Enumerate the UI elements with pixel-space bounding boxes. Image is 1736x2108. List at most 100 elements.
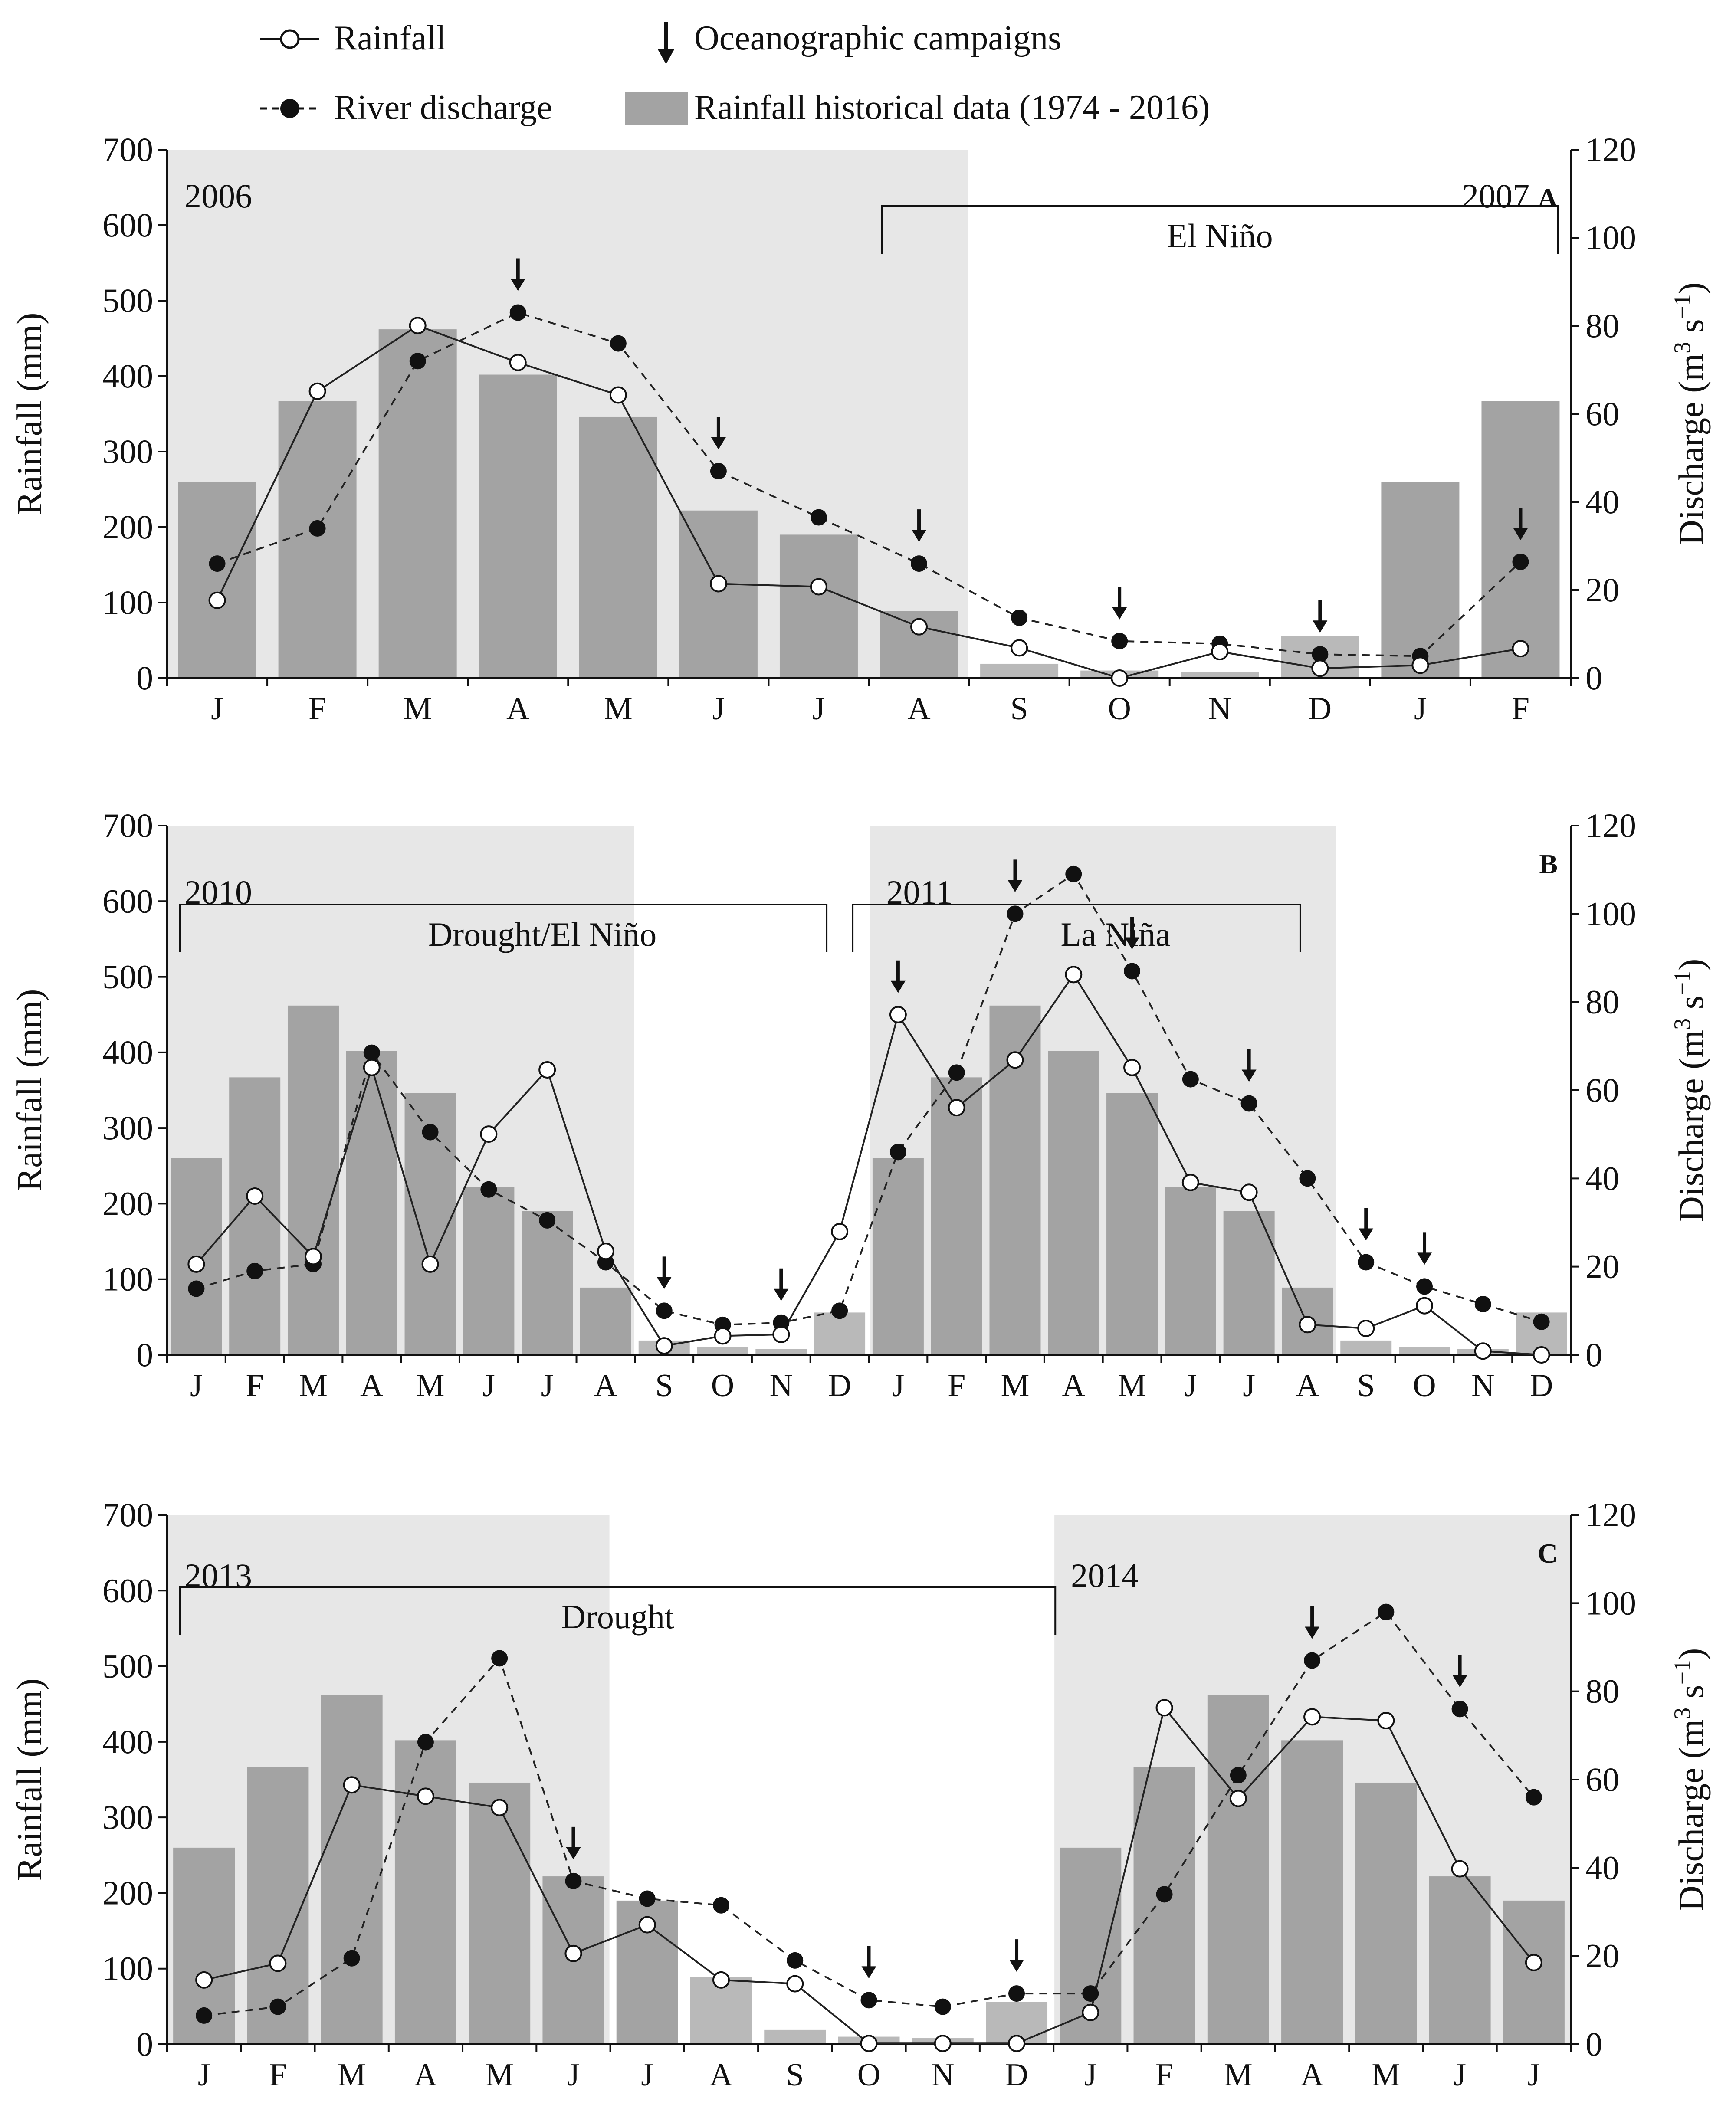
rainfall-point — [831, 1223, 849, 1240]
left-tick-label: 700 — [102, 806, 153, 844]
y-axis-left-title: Rainfall (mm) — [10, 313, 49, 515]
historical-bar — [378, 329, 457, 678]
left-tick-label: 700 — [102, 131, 153, 168]
rainfall-point — [538, 1061, 556, 1079]
discharge-point — [1007, 905, 1024, 922]
axis-title-part: Discharge (m — [1671, 354, 1711, 546]
left-tick-label: 300 — [102, 433, 153, 470]
campaign-arrow-head — [861, 1966, 876, 1979]
month-label: A — [709, 2057, 732, 2093]
left-tick-label: 500 — [102, 1647, 153, 1685]
left-tick-label: 300 — [102, 1109, 153, 1147]
historical-bar — [247, 1767, 309, 2044]
rainfall-point — [786, 1975, 804, 1993]
month-label: J — [1243, 1368, 1255, 1403]
historical-bar — [287, 1005, 339, 1355]
month-label: A — [907, 691, 930, 727]
rainfall-point — [709, 575, 727, 593]
month-label: N — [770, 1368, 793, 1403]
month-label: A — [594, 1368, 617, 1403]
month-label: S — [1357, 1368, 1375, 1403]
month-label: J — [541, 1368, 554, 1403]
discharge-series-line — [217, 311, 1521, 657]
axis-title-part: s — [1671, 319, 1711, 341]
historical-bar — [1281, 1740, 1343, 2044]
discharge-point — [773, 1314, 790, 1331]
discharge-point — [656, 1302, 673, 1319]
discharge-point — [1474, 1296, 1491, 1313]
axis-title-superscript: 3 — [1669, 1708, 1695, 1719]
historical-bar — [1381, 482, 1460, 678]
legend-discharge: River discharge — [260, 89, 552, 127]
rainfall-point — [1011, 639, 1028, 657]
month-label: A — [1300, 2057, 1323, 2093]
campaign-arrow-head — [1241, 1069, 1257, 1082]
campaign-arrow-head — [1359, 1228, 1374, 1241]
right-tick-label: 40 — [1585, 483, 1619, 521]
right-tick-label: 20 — [1585, 1248, 1619, 1285]
discharge-point — [860, 1992, 877, 2009]
campaign-arrow-head — [1513, 528, 1528, 541]
rainfall-point — [1525, 1954, 1542, 1971]
historical-bar — [872, 1158, 924, 1355]
campaign-arrow-head — [566, 1847, 581, 1859]
rainfall-point — [638, 1916, 656, 1934]
month-label: S — [655, 1368, 673, 1403]
month-label: A — [1296, 1368, 1319, 1403]
discharge-point — [1378, 1603, 1395, 1620]
discharge-point — [710, 462, 727, 479]
historical-bar — [679, 510, 758, 678]
campaign-arrow-head — [1313, 620, 1328, 633]
rainfall-point — [187, 1255, 205, 1273]
discharge-point — [480, 1181, 497, 1198]
rainfall-point — [304, 1248, 322, 1265]
historical-bar — [931, 1077, 982, 1355]
right-tick-label: 60 — [1585, 1071, 1619, 1109]
panel-letter: C — [1538, 1538, 1558, 1569]
historical-bar — [1340, 1340, 1392, 1355]
discharge-point — [196, 2007, 213, 2024]
month-label: D — [1530, 1368, 1553, 1403]
right-tick-label: 60 — [1585, 395, 1619, 433]
rainfall-point — [308, 382, 326, 400]
historical-bar — [1181, 672, 1259, 678]
year-label: 2006 — [184, 177, 252, 215]
right-tick-label: 120 — [1585, 131, 1636, 168]
month-label: A — [414, 2057, 437, 2093]
discharge-point — [491, 1650, 508, 1667]
legend-historical-swatch — [625, 92, 688, 125]
month-label: M — [604, 691, 633, 727]
rainfall-point — [269, 1954, 287, 1972]
right-tick-label: 100 — [1585, 895, 1636, 932]
legend-historical-label: Rainfall historical data (1974 - 2016) — [694, 89, 1210, 127]
left-tick-label: 0 — [136, 2025, 153, 2063]
rainfall-point — [195, 1971, 213, 1989]
discharge-point — [246, 1262, 263, 1279]
left-tick-label: 200 — [102, 1874, 153, 1911]
y-axis-left-title: Rainfall (mm) — [10, 989, 49, 1192]
axis-title-part: Discharge (m — [1671, 1719, 1711, 1911]
legend-discharge-label: River discharge — [334, 89, 552, 127]
historical-bar — [764, 2029, 826, 2044]
discharge-point — [422, 1124, 439, 1141]
historical-bar — [814, 1312, 866, 1355]
event-label: La Niña — [1060, 915, 1170, 953]
rainfall-point — [509, 354, 527, 371]
month-label: O — [1108, 691, 1131, 727]
campaign-arrow-head — [774, 1288, 789, 1301]
axis-title-part: s — [1671, 995, 1711, 1018]
legend-campaigns: Oceanographic campaigns — [657, 19, 1061, 64]
right-tick-label: 100 — [1585, 1584, 1636, 1622]
rainfall-series-line — [216, 325, 1521, 679]
rainfall-point — [889, 1006, 907, 1023]
axis-title-part: ) — [1671, 1648, 1711, 1660]
legend-rainfall-marker — [280, 29, 300, 49]
month-label: J — [190, 1368, 203, 1403]
historical-bar — [463, 1187, 515, 1355]
historical-bar — [1429, 1876, 1491, 2044]
rainfall-point — [910, 618, 928, 636]
historical-bar — [980, 663, 1059, 678]
campaign-arrow-head — [890, 980, 906, 993]
right-tick-label: 80 — [1585, 1672, 1619, 1710]
